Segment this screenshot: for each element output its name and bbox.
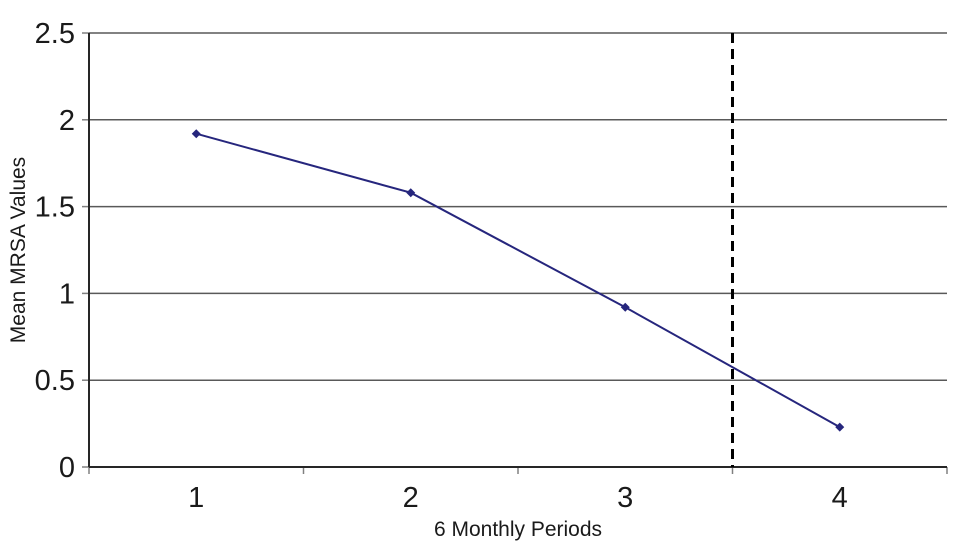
y-tick-label: 0.5 <box>35 365 75 397</box>
data-point-marker <box>406 188 416 198</box>
series-line <box>195 132 841 428</box>
data-point-marker <box>620 302 630 312</box>
data-point-marker <box>191 129 201 139</box>
y-tick-label: 1.5 <box>35 192 75 224</box>
y-tick-label: 0 <box>59 452 75 484</box>
data-point-marker <box>835 422 845 432</box>
y-tick-label: 2.5 <box>35 18 75 50</box>
x-tick-label: 2 <box>403 482 419 514</box>
x-tick-label: 1 <box>188 482 204 514</box>
x-tick-label: 4 <box>832 482 848 514</box>
x-axis-title: 6 Monthly Periods <box>433 518 603 541</box>
y-axis-title: Mean MRSA Values <box>7 156 30 344</box>
y-tick-label: 2 <box>59 105 75 137</box>
x-tick-label: 3 <box>617 482 633 514</box>
y-tick-label: 1 <box>59 278 75 310</box>
